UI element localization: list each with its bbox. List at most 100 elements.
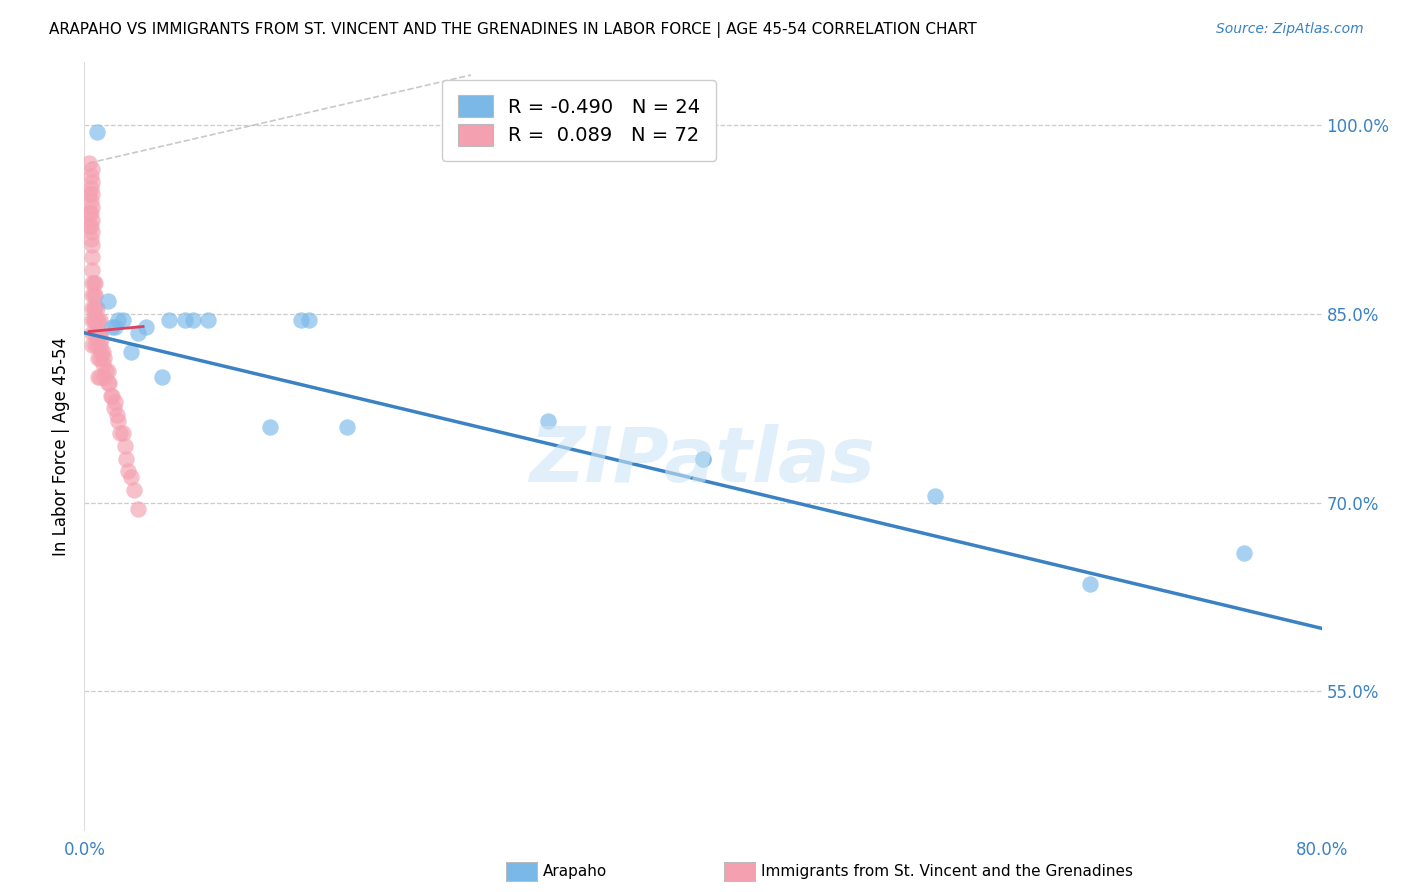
Point: [77, 206, 100, 220]
Point: [1233, 546, 1256, 560]
Text: ZIPatlas: ZIPatlas: [530, 425, 876, 499]
Point: [101, 319, 124, 334]
Point: [127, 501, 149, 516]
Point: [82, 288, 104, 302]
Point: [174, 313, 197, 327]
Point: [82, 313, 104, 327]
Point: [104, 395, 127, 409]
Point: [84, 338, 107, 352]
Point: [82, 251, 104, 265]
Point: [120, 344, 142, 359]
Point: [112, 426, 135, 441]
Point: [105, 408, 128, 422]
Point: [87, 351, 110, 365]
Point: [91, 344, 114, 359]
Point: [107, 313, 129, 327]
Point: [82, 301, 104, 315]
Point: [83, 276, 105, 290]
Point: [127, 326, 149, 340]
Point: [82, 237, 104, 252]
Text: Source: ZipAtlas.com: Source: ZipAtlas.com: [1216, 22, 1364, 37]
Point: [135, 319, 157, 334]
Point: [79, 219, 101, 233]
Point: [82, 187, 104, 202]
Point: [82, 175, 104, 189]
Point: [93, 351, 115, 365]
Point: [94, 363, 117, 377]
Point: [90, 332, 112, 346]
Point: [82, 212, 104, 227]
Point: [87, 369, 110, 384]
Point: [150, 369, 173, 384]
Point: [82, 338, 104, 352]
Point: [86, 326, 108, 340]
Text: Immigrants from St. Vincent and the Grenadines: Immigrants from St. Vincent and the Gren…: [761, 864, 1133, 879]
Point: [84, 288, 107, 302]
Point: [84, 313, 107, 327]
Text: Arapaho: Arapaho: [543, 864, 607, 879]
Point: [108, 426, 131, 441]
Point: [924, 489, 946, 503]
Point: [197, 313, 219, 327]
Point: [84, 301, 107, 315]
Point: [83, 313, 105, 327]
Point: [87, 313, 110, 327]
Point: [89, 338, 111, 352]
Point: [117, 464, 139, 478]
Legend: R = -0.490   N = 24, R =  0.089   N = 72: R = -0.490 N = 24, R = 0.089 N = 72: [443, 79, 716, 161]
Point: [82, 276, 104, 290]
Point: [77, 156, 100, 170]
Point: [86, 313, 108, 327]
Point: [115, 451, 138, 466]
Point: [87, 326, 110, 340]
Point: [82, 200, 104, 214]
Point: [82, 326, 104, 340]
Point: [692, 451, 714, 466]
Point: [86, 125, 108, 139]
Point: [114, 439, 136, 453]
Point: [90, 344, 112, 359]
Point: [537, 414, 560, 428]
Point: [98, 376, 121, 391]
Point: [82, 263, 104, 277]
Point: [259, 420, 281, 434]
Point: [96, 294, 118, 309]
Point: [107, 414, 129, 428]
Point: [101, 389, 124, 403]
Point: [79, 169, 101, 183]
Point: [79, 206, 101, 220]
Point: [87, 338, 110, 352]
Point: [89, 351, 111, 365]
Point: [77, 187, 100, 202]
Point: [79, 181, 101, 195]
Point: [84, 276, 107, 290]
Point: [84, 326, 107, 340]
Point: [89, 369, 111, 384]
Point: [77, 219, 100, 233]
Point: [103, 401, 125, 416]
Point: [159, 313, 180, 327]
Point: [100, 389, 122, 403]
Point: [1078, 577, 1101, 591]
Point: [86, 301, 108, 315]
Point: [89, 313, 111, 327]
Point: [297, 313, 319, 327]
Point: [79, 231, 101, 245]
Point: [290, 313, 312, 327]
Y-axis label: In Labor Force | Age 45-54: In Labor Force | Age 45-54: [52, 336, 70, 556]
Point: [120, 470, 142, 484]
Point: [79, 194, 101, 208]
Point: [83, 288, 105, 302]
Point: [122, 483, 145, 497]
Point: [104, 319, 127, 334]
Point: [89, 326, 111, 340]
Point: [83, 301, 105, 315]
Point: [91, 357, 114, 371]
Point: [82, 162, 104, 177]
Point: [96, 363, 118, 377]
Point: [96, 376, 118, 391]
Point: [112, 313, 135, 327]
Point: [93, 369, 115, 384]
Point: [181, 313, 204, 327]
Point: [692, 451, 714, 466]
